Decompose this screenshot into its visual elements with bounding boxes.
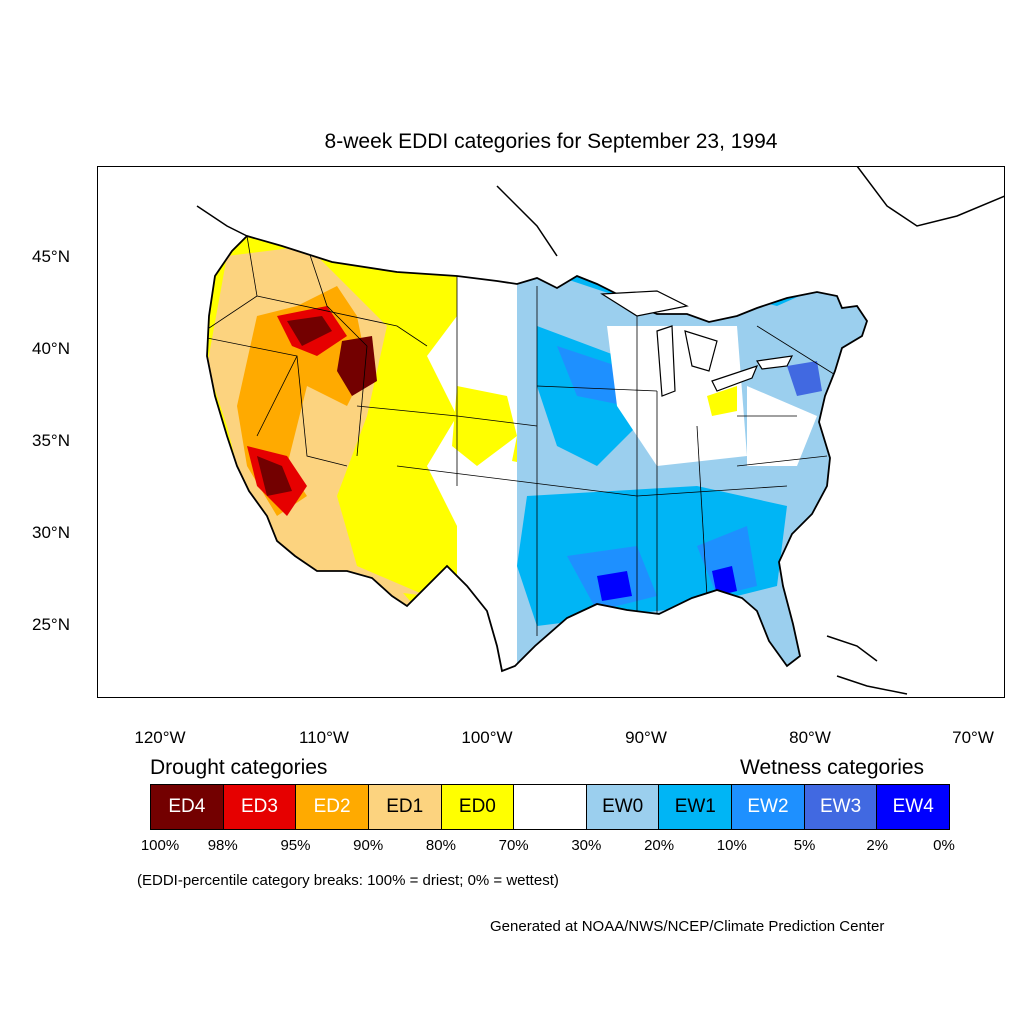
legend-ed2: ED2 bbox=[296, 785, 369, 829]
break-label: 70% bbox=[498, 837, 529, 854]
legend-ed1: ED1 bbox=[368, 785, 442, 829]
legend-ed0: ED0 bbox=[441, 785, 515, 829]
legend-ew0: EW0 bbox=[586, 785, 660, 829]
break-label: 5% bbox=[793, 837, 816, 854]
legend-ew1: EW1 bbox=[659, 785, 733, 829]
break-label: 90% bbox=[353, 837, 384, 854]
legend-ed4: ED4 bbox=[151, 785, 224, 829]
break-label: 95% bbox=[280, 837, 311, 854]
break-label: 100% bbox=[140, 837, 180, 854]
break-label: 30% bbox=[571, 837, 602, 854]
map-title: 8-week EDDI categories for September 23,… bbox=[324, 130, 778, 153]
legend-ed3: ED3 bbox=[223, 785, 297, 829]
break-label: 10% bbox=[716, 837, 747, 854]
legend-ew2: EW2 bbox=[732, 785, 805, 829]
lon-label-80: 80°W bbox=[789, 728, 831, 747]
break-label: 20% bbox=[644, 837, 675, 854]
break-label: 98% bbox=[207, 837, 238, 854]
lat-label-30: 30°N bbox=[32, 523, 70, 542]
lon-label-120: 120°W bbox=[134, 728, 186, 747]
break-label: 2% bbox=[866, 837, 889, 854]
break-label: 0% bbox=[933, 837, 955, 854]
legend-neutral bbox=[514, 785, 587, 829]
credit-text: Generated at NOAA/NWS/NCEP/Climate Predi… bbox=[490, 918, 885, 935]
wetness-categories-title: Wetness categories bbox=[740, 756, 925, 779]
category-legend: ED4 ED3 ED2 ED1 ED0 EW0 EW1 EW2 EW3 EW4 bbox=[150, 784, 950, 830]
breaks-note: (EDDI-percentile category breaks: 100% =… bbox=[137, 872, 559, 889]
legend-ew4: EW4 bbox=[877, 785, 950, 829]
lat-label-40: 40°N bbox=[32, 339, 70, 358]
lat-label-45: 45°N bbox=[32, 247, 70, 266]
lon-label-90: 90°W bbox=[625, 728, 667, 747]
lat-label-35: 35°N bbox=[32, 431, 70, 450]
legend-ew3: EW3 bbox=[804, 785, 878, 829]
lon-label-100: 100°W bbox=[461, 728, 513, 747]
lon-label-110: 110°W bbox=[299, 728, 349, 747]
lat-label-25: 25°N bbox=[32, 615, 70, 634]
break-label: 80% bbox=[425, 837, 456, 854]
map-panel bbox=[97, 166, 1005, 698]
lon-label-70: 70°W bbox=[952, 728, 994, 747]
drought-categories-title: Drought categories bbox=[150, 756, 328, 779]
